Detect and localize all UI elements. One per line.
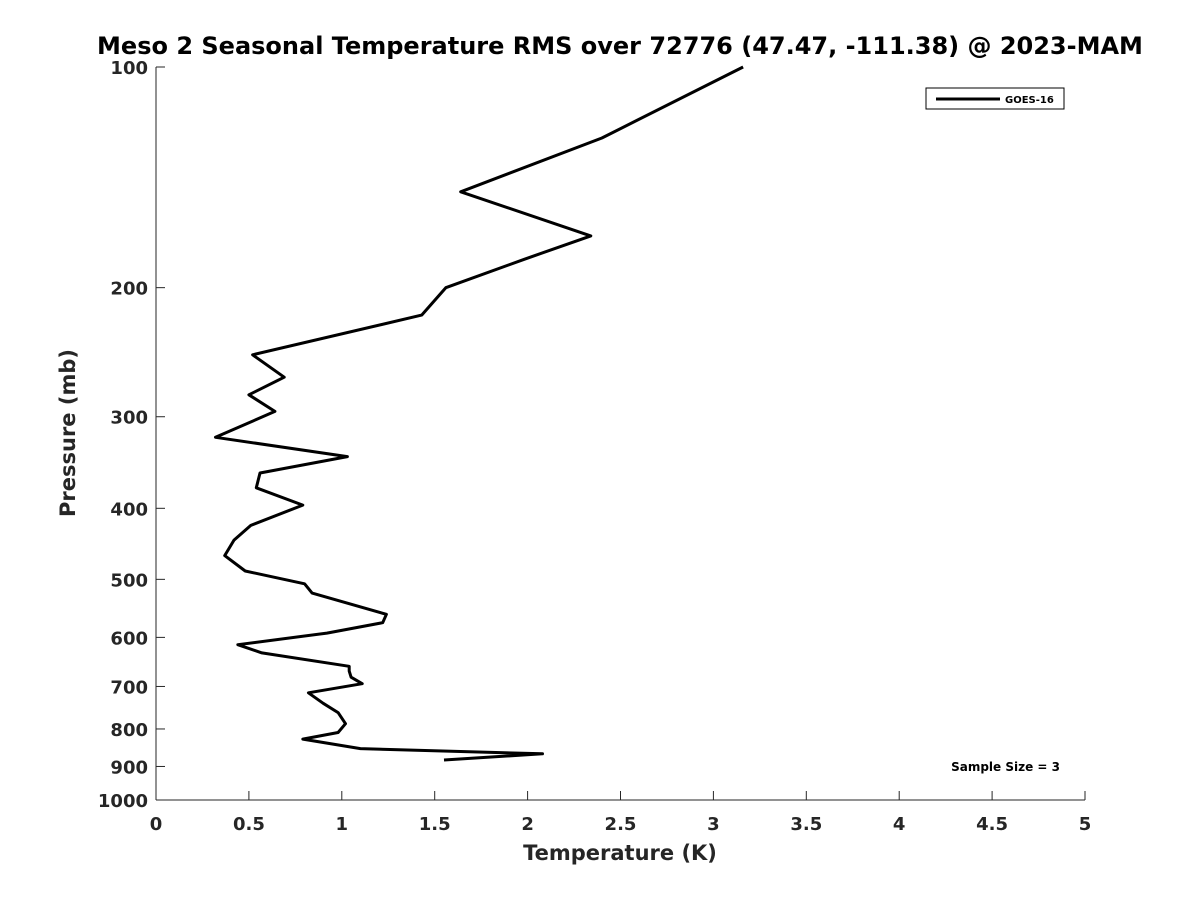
x-tick-label-9: 4.5	[976, 814, 1008, 835]
x-tick-label-7: 3.5	[790, 814, 822, 835]
series-line-goes-16	[214, 65, 744, 762]
legend-entry-goes-16: GOES-16	[1005, 95, 1054, 106]
x-tick-label-6: 3	[707, 814, 720, 835]
y-tick-label-7: 800	[110, 720, 148, 741]
plot-area: 0 0.5 1 1.5 2 2.5 3 3.5 4 4.5 5 100 200 300 400 500 600 7…	[98, 58, 1091, 835]
y-tick-label-0: 100	[110, 58, 148, 79]
x-tick-label-3: 1.5	[419, 814, 451, 835]
y-axis-label: Pressure (mb)	[56, 349, 80, 517]
x-tick-label-0: 0	[150, 814, 163, 835]
y-tick-label-5: 600	[110, 628, 148, 649]
x-tick-label-1: 0.5	[233, 814, 265, 835]
y-tick-label-8: 900	[110, 757, 148, 778]
x-axis-label: Temperature (K)	[523, 841, 717, 865]
x-tick-label-8: 4	[893, 814, 906, 835]
x-tick-label-10: 5	[1079, 814, 1092, 835]
sample-size-annotation: Sample Size = 3	[951, 760, 1060, 774]
y-tick-label-4: 500	[110, 570, 148, 591]
x-tick-label-5: 2.5	[605, 814, 637, 835]
x-tick-label-2: 1	[336, 814, 349, 835]
y-tick-label-3: 400	[110, 499, 148, 520]
x-tick-label-4: 2	[521, 814, 534, 835]
y-tick-label-9: 1000	[98, 791, 148, 812]
y-tick-label-2: 300	[110, 408, 148, 429]
y-tick-label-6: 700	[110, 677, 148, 698]
chart-title: Meso 2 Seasonal Temperature RMS over 727…	[97, 32, 1143, 60]
legend: GOES-16	[925, 87, 1065, 110]
y-tick-label-1: 200	[110, 279, 148, 300]
